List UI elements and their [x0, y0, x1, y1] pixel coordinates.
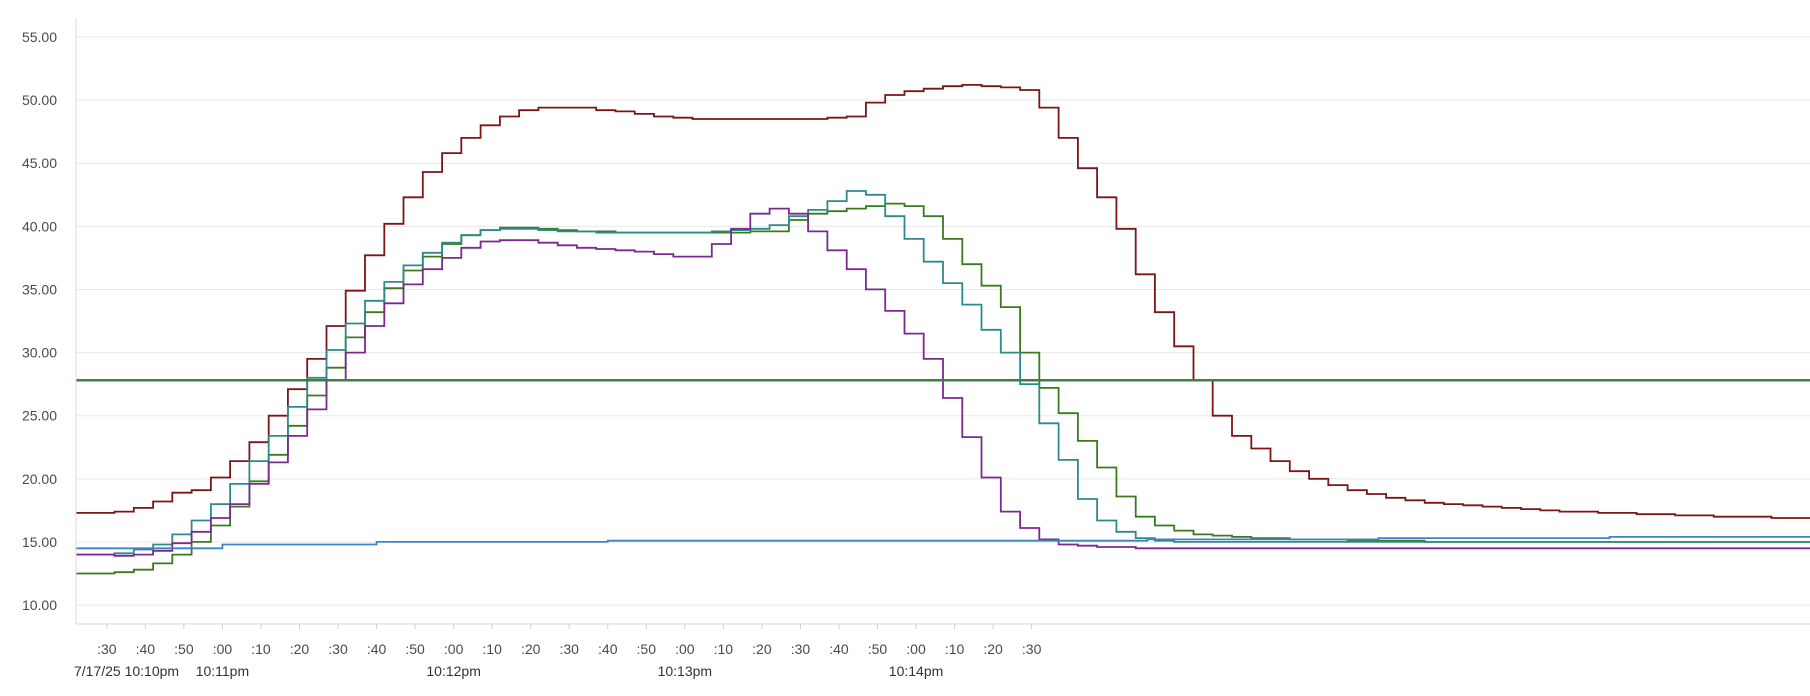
x-minor-tick-label: :40: [367, 641, 387, 657]
x-major-tick-label: 10:12pm: [426, 663, 480, 679]
x-minor-tick-label: :00: [675, 641, 695, 657]
x-major-tick-label: 10:11pm: [196, 663, 249, 679]
x-minor-tick-label: :10: [482, 641, 502, 657]
y-tick-label: 20.00: [22, 471, 57, 487]
x-minor-tick-label: :00: [906, 641, 926, 657]
series-line-2: [76, 190, 1810, 556]
grid-layer: [76, 36, 1810, 606]
y-tick-label: 35.00: [22, 281, 57, 297]
y-tick-label: 25.00: [22, 408, 57, 424]
series-layer: [76, 84, 1810, 575]
y-tick-label: 15.00: [22, 534, 57, 550]
x-minor-tick-label: :00: [444, 641, 464, 657]
x-minor-tick-label: :40: [136, 641, 156, 657]
x-minor-tick-label: :40: [598, 641, 618, 657]
x-major-tick-label: 10:14pm: [889, 663, 943, 679]
x-minor-tick-label: :20: [752, 641, 772, 657]
x-minor-tick-label: :50: [174, 641, 194, 657]
x-minor-tick-label: :20: [290, 641, 310, 657]
axis-layer: 10.00 15.00 20.00 25.00 30.00 35.00 40.00 45.00…: [22, 18, 1810, 679]
x-minor-tick-label: :30: [328, 641, 348, 657]
series-line-3: [76, 207, 1810, 557]
y-tick-label: 10.00: [22, 597, 57, 613]
series-line-0: [76, 84, 1810, 519]
x-minor-tick-label: :50: [637, 641, 657, 657]
x-major-tick-label: 10:13pm: [658, 663, 712, 679]
x-minor-tick-label: :20: [521, 641, 541, 657]
y-tick-label: 40.00: [22, 218, 57, 234]
x-minor-tick-label: :10: [714, 641, 734, 657]
x-minor-tick-label: :10: [945, 641, 965, 657]
x-minor-tick-label: :30: [791, 641, 811, 657]
x-minor-tick-label: :00: [213, 641, 233, 657]
y-tick-label: 30.00: [22, 345, 57, 361]
x-minor-tick-label: :30: [97, 641, 117, 657]
y-tick-label: 45.00: [22, 155, 57, 171]
x-major-tick-label: 7/17/25 10:10pm: [74, 663, 179, 679]
x-minor-tick-label: :10: [251, 641, 271, 657]
x-minor-tick-label: :30: [559, 641, 579, 657]
x-minor-tick-label: :30: [1022, 641, 1042, 657]
y-tick-label: 50.00: [22, 92, 57, 108]
x-minor-tick-label: :50: [405, 641, 425, 657]
y-tick-label: 55.00: [22, 29, 57, 45]
x-minor-tick-label: :20: [983, 641, 1003, 657]
x-minor-tick-label: :40: [829, 641, 849, 657]
series-line-4: [76, 536, 1810, 550]
x-minor-tick-label: :50: [868, 641, 888, 657]
